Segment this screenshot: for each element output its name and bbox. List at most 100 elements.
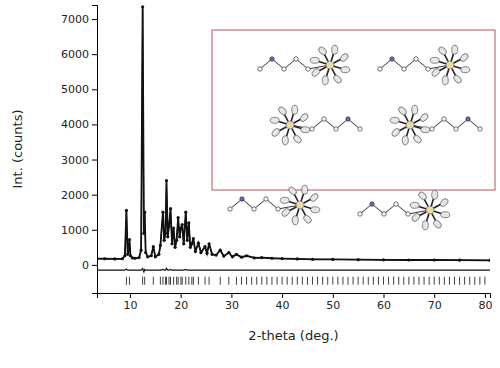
atom	[294, 57, 298, 61]
atom	[270, 117, 279, 123]
x-tick: 30	[225, 293, 239, 312]
atom	[311, 67, 322, 78]
atom	[478, 127, 482, 131]
bragg-reflection	[378, 277, 379, 285]
atom	[276, 207, 280, 211]
bragg-reflection	[180, 277, 181, 285]
bragg-reflection	[479, 277, 480, 285]
atom	[432, 190, 438, 199]
bragg-reflection	[444, 277, 445, 285]
y-tick-mark	[92, 160, 97, 161]
x-tick-label: 70	[428, 299, 442, 312]
atom	[411, 212, 422, 223]
y-axis: 01000200030004000500060007000	[61, 6, 98, 294]
y-tick-mark	[92, 230, 97, 231]
atom	[292, 105, 298, 114]
metal-atom	[406, 121, 414, 129]
x-tick-label: 60	[377, 299, 391, 312]
bragg-reflection	[459, 277, 460, 285]
atom	[452, 74, 463, 85]
atom	[270, 57, 274, 61]
atom	[391, 127, 402, 138]
atom	[378, 67, 382, 71]
atom	[402, 136, 408, 145]
atom	[322, 76, 328, 85]
molecule	[390, 105, 482, 145]
bragg-reflection	[193, 277, 194, 285]
atom	[311, 207, 320, 213]
unit-cell	[212, 30, 495, 190]
x-tick-label: 80	[478, 299, 492, 312]
x-tick-mark	[282, 293, 283, 298]
x-tick-mark	[181, 293, 182, 298]
atom	[452, 45, 458, 54]
x-tick-mark	[231, 293, 232, 298]
atom	[402, 67, 406, 71]
y-axis-line	[92, 6, 98, 294]
atom	[339, 52, 350, 63]
bragg-reflection	[236, 277, 237, 285]
x-axis: 1020304050607080	[98, 293, 493, 312]
bragg-reflection	[126, 277, 127, 285]
atom	[292, 134, 303, 145]
atom	[332, 74, 343, 85]
y-tick: 6000	[61, 48, 97, 61]
metal-atom	[286, 121, 294, 129]
x-tick-mark	[485, 293, 486, 298]
bragg-reflection	[469, 277, 470, 285]
bragg-reflection	[337, 277, 338, 285]
bragg-reflection	[449, 277, 450, 285]
x-axis-line	[98, 294, 491, 299]
bragg-reflection	[292, 277, 293, 285]
bragg-reflection	[322, 277, 323, 285]
atom	[299, 112, 310, 123]
metal-atom	[426, 206, 434, 214]
bragg-reflection	[173, 277, 174, 285]
atom	[466, 117, 470, 121]
x-tick: 20	[174, 293, 188, 312]
atom	[280, 197, 289, 203]
bragg-reflection	[307, 277, 308, 285]
y-tick-mark	[92, 195, 97, 196]
atom	[382, 212, 386, 216]
atom	[281, 207, 292, 218]
atom	[430, 57, 439, 63]
bragg-reflection	[454, 277, 455, 285]
y-tick-label: 4000	[61, 118, 89, 131]
x-tick: 10	[123, 293, 137, 312]
bragg-reflection	[246, 277, 247, 285]
calculated-curve	[97, 9, 490, 261]
atom	[302, 185, 308, 194]
x-axis-title: 2-theta (deg.)	[248, 328, 338, 343]
atom	[437, 46, 448, 57]
y-tick-label: 7000	[61, 13, 89, 26]
bragg-reflection	[383, 277, 384, 285]
molecule	[228, 185, 320, 225]
difference-curve	[97, 268, 490, 272]
molecule	[358, 190, 450, 230]
atom	[417, 191, 428, 202]
atom	[410, 202, 419, 208]
bragg-reflection	[182, 277, 183, 285]
plot: 1020304050607080010002000300040005000600…	[61, 5, 492, 312]
metal-atom	[296, 201, 304, 209]
bragg-reflection	[228, 277, 229, 285]
bragg-reflection	[251, 277, 252, 285]
y-tick: 2000	[61, 189, 97, 202]
bragg-reflection	[166, 277, 167, 285]
atom	[397, 106, 408, 117]
y-tick-mark	[92, 54, 97, 55]
y-tick-label: 5000	[61, 83, 89, 96]
atom	[442, 117, 446, 121]
atom	[422, 221, 428, 230]
x-tick: 50	[326, 293, 340, 312]
bragg-reflection	[205, 277, 206, 285]
bragg-reflection	[287, 277, 288, 285]
bragg-reflection	[160, 277, 161, 285]
bragg-reflection	[165, 277, 166, 285]
bragg-reflection	[162, 277, 163, 285]
atom	[302, 214, 313, 225]
atom	[310, 127, 314, 131]
atom	[334, 127, 338, 131]
bragg-reflection	[266, 277, 267, 285]
